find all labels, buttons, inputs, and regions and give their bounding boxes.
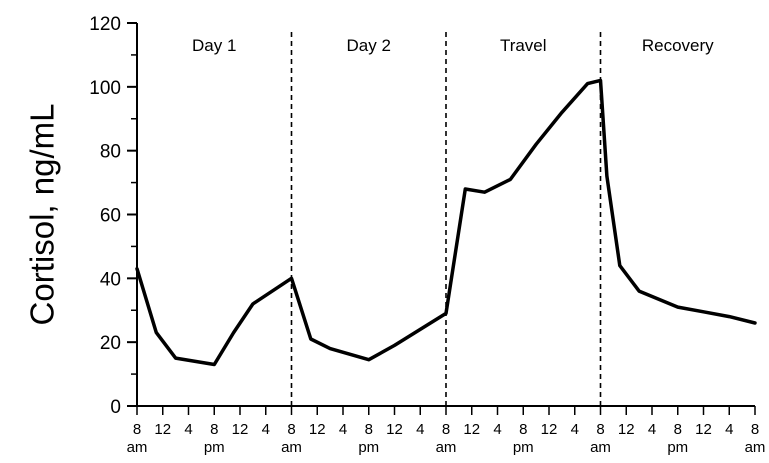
- y-ticks: 0 20 40 60 80 100 120: [89, 14, 137, 418]
- y-tick-label: 120: [89, 14, 121, 35]
- x-tick-label: 8: [442, 421, 450, 438]
- data-point: [310, 338, 312, 340]
- x-tick-label: 4: [262, 421, 270, 438]
- x-tick-label: 8: [674, 421, 682, 438]
- x-tick-sublabel: pm: [513, 439, 534, 456]
- data-point: [728, 316, 730, 318]
- x-tick-sublabel: am: [590, 439, 611, 456]
- x-tick-sublabel: pm: [667, 439, 688, 456]
- x-tick-label: 8: [751, 421, 759, 438]
- data-point: [703, 311, 704, 313]
- x-tick-label: 4: [725, 421, 733, 438]
- x-tick-sublabel: am: [436, 439, 457, 456]
- x-tick-label: 12: [154, 421, 171, 438]
- x-tick-label: 8: [210, 421, 218, 438]
- x-tick-label: 4: [339, 421, 347, 438]
- x-tick-sublabel: pm: [358, 439, 379, 456]
- y-axis-label: Cortisol, ng/mL: [24, 104, 61, 326]
- x-tick-label: 12: [463, 421, 480, 438]
- x-tick-label: 4: [493, 421, 501, 438]
- x-tick-label: 12: [618, 421, 635, 438]
- data-point: [175, 357, 177, 359]
- data-point: [638, 290, 640, 292]
- y-tick-label: 80: [100, 142, 121, 163]
- x-tick-label: 8: [133, 421, 141, 438]
- x-tick-label: 12: [386, 421, 403, 438]
- data-point: [291, 277, 292, 279]
- segment-label: Day 1: [192, 36, 236, 55]
- data-point: [252, 303, 254, 305]
- data-point: [464, 188, 466, 190]
- y-tick-label: 20: [100, 333, 121, 354]
- data-point: [587, 83, 589, 85]
- series: [135, 78, 757, 367]
- x-tick-label: 12: [232, 421, 249, 438]
- y-tick-label: 60: [100, 206, 121, 227]
- data-point: [561, 111, 563, 113]
- x-tick-label: 12: [309, 421, 326, 438]
- x-tick-label: 8: [287, 421, 295, 438]
- x-tick-label: 8: [596, 421, 604, 438]
- data-point: [600, 79, 601, 81]
- x-tick-sublabel: am: [745, 439, 766, 456]
- data-point: [368, 359, 370, 361]
- x-tick-label: 8: [365, 421, 373, 438]
- series-line: [135, 78, 757, 367]
- segment-labels: Day 1 Day 2 Travel Recovery: [192, 36, 714, 55]
- data-point: [606, 175, 608, 177]
- data-point: [394, 344, 395, 346]
- data-point: [484, 191, 486, 193]
- data-point: [329, 348, 331, 350]
- y-tick-label: 100: [89, 78, 121, 99]
- data-point: [754, 322, 756, 324]
- x-tick-label: 4: [416, 421, 424, 438]
- data-point: [233, 332, 235, 334]
- x-tick-sublabel: am: [281, 439, 302, 456]
- data-point: [213, 364, 215, 366]
- data-point: [445, 312, 447, 314]
- x-tick-sublabel: pm: [204, 439, 225, 456]
- x-tick-label: 4: [571, 421, 579, 438]
- x-tick-label: 12: [541, 421, 558, 438]
- segment-label: Recovery: [642, 36, 714, 55]
- x-tick-label: 8: [519, 421, 527, 438]
- x-tick-label: 12: [695, 421, 712, 438]
- y-tick-label: 0: [110, 397, 121, 418]
- x-tick-label: 4: [184, 421, 192, 438]
- x-tick-sublabel: am: [127, 439, 148, 456]
- data-point: [677, 306, 679, 308]
- y-tick-label: 40: [100, 269, 121, 290]
- data-point: [619, 265, 621, 267]
- segment-label: Travel: [500, 36, 547, 55]
- data-point: [509, 178, 511, 180]
- segment-label: Day 2: [347, 36, 391, 55]
- data-point: [136, 268, 138, 270]
- data-point: [535, 143, 537, 145]
- data-point: [155, 332, 157, 334]
- x-tick-label: 4: [648, 421, 656, 438]
